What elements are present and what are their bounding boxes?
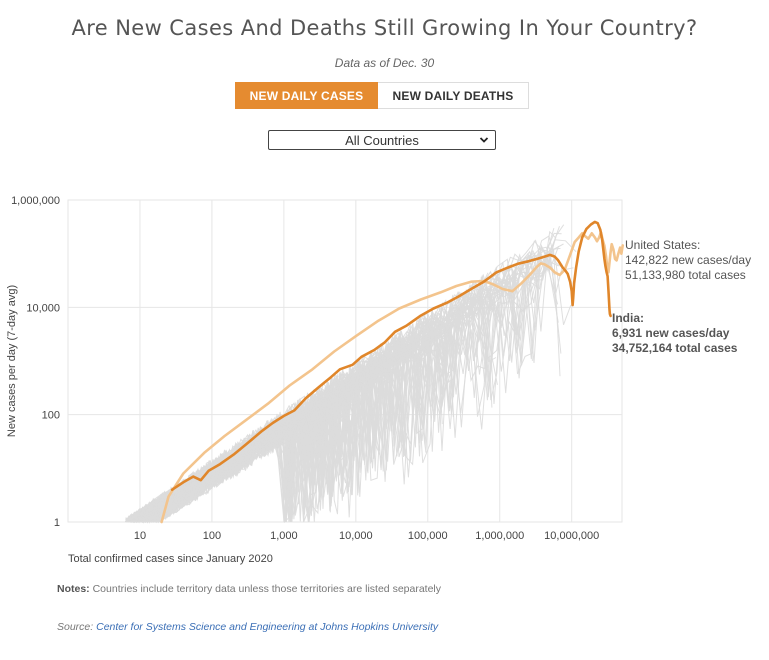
y-tick-label: 10,000 (26, 302, 60, 314)
y-axis-label: New cases per day (7-day avg) (6, 285, 18, 437)
data-date-subtitle: Data as of Dec. 30 (334, 56, 435, 70)
page-title: Are New Cases And Deaths Still Growing I… (71, 16, 698, 40)
background-country-line (125, 314, 441, 523)
india-annotation-total: 34,752,164 total cases (612, 341, 738, 355)
source-link[interactable]: Center for Systems Science and Engineeri… (96, 621, 439, 633)
country-select[interactable]: All Countries (268, 130, 496, 150)
x-axis-label: Total confirmed cases since January 2020 (68, 553, 273, 565)
country-select-value: All Countries (345, 132, 419, 148)
y-tick-label: 1,000,000 (11, 195, 60, 207)
other-countries-lines (125, 224, 577, 524)
x-tick-label: 10,000,000 (544, 530, 599, 542)
india-series-line (170, 220, 612, 491)
y-tick-label: 100 (42, 410, 60, 422)
source-label: Source: (57, 621, 94, 633)
x-tick-label: 1,000 (270, 530, 298, 542)
notes-text: Countries include territory data unless … (92, 583, 442, 595)
india-annotation-name: India: (612, 311, 644, 325)
notes-label: Notes: (57, 583, 90, 595)
us-annotation-name: United States: (625, 238, 700, 252)
x-tick-label: 10,000 (339, 530, 373, 542)
chevron-down-icon (479, 137, 489, 143)
background-country-line (125, 320, 442, 523)
highlighted-series (160, 220, 624, 524)
y-tick-label: 1 (54, 517, 60, 529)
background-country-line (125, 326, 432, 523)
us-series-line (160, 231, 624, 524)
us-annotation-cases-per-day: 142,822 new cases/day (625, 253, 751, 267)
x-tick-label: 10 (134, 530, 146, 542)
new-daily-deaths-button[interactable]: NEW DAILY DEATHS (378, 82, 529, 109)
new-daily-cases-button[interactable]: NEW DAILY CASES (235, 82, 378, 109)
metric-toggle: NEW DAILY CASES NEW DAILY DEATHS (235, 82, 529, 109)
x-tick-label: 1,000,000 (475, 530, 524, 542)
axis-ticks: 10 100 1,000 10,000 100,000 1,000,000 10,000,0… (11, 195, 599, 542)
india-annotation-cases-per-day: 6,931 new cases/day (612, 326, 730, 340)
notes: Notes: Countries include territory data … (57, 583, 441, 595)
source: Source: Center for Systems Science and E… (57, 621, 438, 633)
us-annotation-total: 51,133,980 total cases (625, 268, 746, 282)
background-country-line (125, 434, 266, 523)
x-tick-label: 100,000 (408, 530, 448, 542)
x-tick-label: 100 (203, 530, 221, 542)
